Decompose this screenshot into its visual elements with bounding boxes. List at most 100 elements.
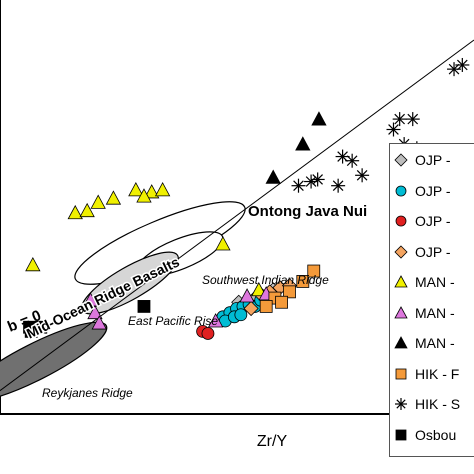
point-s4-6 (79, 202, 95, 218)
point-s3-3 (243, 300, 259, 317)
legend-item: MAN - (390, 269, 455, 295)
point-s7-2 (296, 275, 310, 288)
legend-item: OJP - (390, 178, 451, 204)
legend-item: MAN - (390, 330, 455, 356)
point-s8-5-stroke-3 (346, 155, 358, 167)
legend-label: MAN - (415, 335, 455, 351)
point-s1-9 (234, 308, 248, 322)
legend-marker (390, 333, 412, 353)
point-s8-8-stroke-3 (394, 113, 405, 125)
legend: OJP - OJP - OJP - OJP - MAN - MAN - MAN … (389, 143, 474, 457)
point-s5-1 (87, 304, 103, 320)
legend-item: HIK - S (390, 391, 460, 417)
lines-layer (0, 39, 474, 392)
legend-marker-svg (395, 398, 407, 410)
legend-marker-svg (394, 153, 408, 167)
point-s5-0 (82, 292, 99, 307)
legend-marker (390, 364, 412, 384)
point-s8-2-stroke-3 (312, 174, 323, 185)
point-s9-3 (137, 300, 151, 313)
x-axis-label: Zr/Y (257, 433, 288, 450)
point-s8-13-stroke-3 (457, 59, 468, 71)
legend-item: OJP - (390, 147, 451, 173)
legend-marker-svg (395, 215, 407, 227)
point-s8-9-stroke-3 (407, 113, 419, 125)
point-s7-4 (259, 300, 273, 313)
legend-item: Osbou (390, 422, 456, 448)
point-s8-0-stroke-3 (293, 180, 304, 192)
region-east-pacific-rise (81, 251, 179, 315)
point-s8-3-stroke-3 (332, 180, 344, 192)
legend-marker (390, 181, 412, 201)
legend-marker-svg (394, 336, 408, 349)
legend-item: HIK - F (390, 361, 459, 387)
legend-label: OJP - (415, 152, 451, 168)
legend-marker-svg (394, 244, 408, 259)
legend-marker (390, 150, 412, 170)
point-s4-4 (144, 184, 160, 199)
point-s4-3 (128, 182, 144, 197)
point-s8-9 (405, 112, 420, 127)
legend-marker-shape-8-stroke-3 (396, 399, 406, 409)
legend-marker-svg (395, 429, 407, 440)
legend-marker-svg (395, 368, 407, 379)
legend-marker (390, 394, 412, 414)
point-s2-1 (201, 327, 215, 340)
point-s5-2 (91, 315, 107, 330)
point-s4-1 (90, 194, 106, 209)
region-label-3: East Pacific Rise (128, 314, 218, 328)
legend-marker-shape-9 (395, 429, 407, 440)
regions-layer (0, 201, 246, 403)
legend-marker-shape-3 (394, 244, 408, 259)
legend-marker-svg (394, 275, 408, 288)
legend-marker (390, 303, 412, 323)
point-s4-2 (105, 190, 122, 205)
legend-item: OJP - (390, 239, 451, 265)
legend-label: OJP - (415, 213, 451, 229)
point-s8-2 (310, 172, 325, 187)
point-s8-7 (386, 122, 401, 137)
legend-marker-shape-7 (395, 368, 407, 379)
point-s9-2 (34, 320, 48, 334)
point-s4-7 (136, 188, 152, 203)
legend-marker (390, 242, 412, 262)
point-s4-8 (215, 236, 231, 251)
point-s5-3 (207, 313, 224, 328)
point-s8-5 (345, 153, 360, 168)
point-s6-0 (265, 169, 281, 184)
point-s8-0 (291, 178, 306, 193)
reference-line-0 (0, 39, 474, 392)
legend-marker-svg (395, 185, 407, 196)
legend-label: OJP - (415, 243, 451, 260)
point-s4-5 (154, 182, 171, 197)
legend-marker-shape-4 (394, 275, 408, 288)
legend-marker-shape-8 (395, 398, 407, 410)
point-s8-1-stroke-3 (305, 176, 317, 187)
points-layer (23, 57, 470, 340)
point-s5-4 (239, 288, 255, 303)
point-s8-6-stroke-3 (356, 169, 368, 181)
point-s7-5 (275, 295, 288, 309)
point-s8-6 (355, 168, 370, 183)
legend-label: HIK - S (415, 396, 461, 412)
point-s8-3 (331, 178, 346, 193)
point-s8-7-stroke-3 (388, 124, 399, 135)
legend-label: HIK - F (415, 365, 460, 382)
legend-marker-shape-5 (394, 305, 408, 318)
point-s4-10 (251, 281, 267, 297)
point-s6-1 (295, 136, 311, 151)
legend-marker (390, 272, 412, 292)
region-reykjanes-ridge (0, 321, 108, 403)
region-label-4: Reykjanes Ridge (42, 386, 133, 400)
point-s8-12-stroke-3 (448, 63, 460, 75)
point-s4-0 (67, 204, 83, 220)
point-s4-9 (25, 256, 41, 272)
point-s7-1 (283, 285, 296, 299)
legend-label: MAN - (415, 274, 455, 290)
legend-item: OJP - (390, 208, 451, 234)
point-s8-8 (392, 112, 407, 127)
legend-marker-shape-0 (394, 153, 408, 167)
point-s8-13 (455, 57, 470, 72)
legend-label: Osbou (415, 426, 457, 443)
region-label-2: Southwest Indian Ridge (202, 273, 329, 287)
